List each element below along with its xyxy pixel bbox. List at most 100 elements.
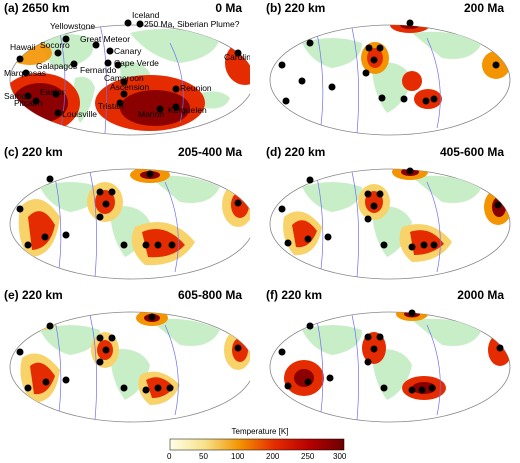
- label-siberian-plume: 250 Ma, Siberian Plume?: [144, 19, 240, 29]
- hotspot-marker: [298, 77, 306, 85]
- anomaly-africa-core: [120, 90, 190, 126]
- panel-title: (b) 220 km: [266, 1, 326, 15]
- hotspot-marker: [408, 243, 416, 251]
- label-ascension: Ascension: [110, 82, 149, 92]
- hotspot-marker: [146, 170, 154, 178]
- panel-age: 2000 Ma: [457, 288, 504, 302]
- hotspot-marker: [418, 386, 426, 394]
- panel-age: 405-600 Ma: [439, 145, 504, 159]
- map-panel-e: [9, 311, 250, 423]
- plate-boundary: [316, 32, 324, 134]
- hotspot-marker: [376, 333, 384, 341]
- hotspot-marker: [306, 39, 314, 47]
- label-samoa: Samoa: [4, 91, 31, 101]
- hotspot-marker: [24, 241, 32, 249]
- colorbar: [169, 438, 345, 451]
- panel-age: 605-800 Ma: [177, 288, 242, 302]
- hotspot-marker: [96, 334, 104, 342]
- plate-boundary: [99, 25, 108, 134]
- panel-b: (b) 220 km 200 Ma: [262, 1, 512, 138]
- continent: [150, 175, 220, 203]
- hotspot-marker: [120, 90, 128, 98]
- colorbar-tick: 300: [333, 452, 347, 461]
- plate-boundary: [54, 176, 62, 278]
- hotspot-marker: [278, 205, 286, 213]
- hotspot-marker: [16, 55, 24, 63]
- label-cameroon: Cameroon: [104, 73, 144, 83]
- hotspot-marker: [380, 384, 388, 392]
- hotspot-marker: [22, 69, 30, 77]
- hotspot-marker: [428, 384, 436, 392]
- label-fernando: Fernando: [80, 65, 117, 75]
- hotspot-marker: [378, 94, 386, 102]
- hotspot-marker: [106, 47, 114, 55]
- hotspot-marker: [54, 49, 62, 57]
- panel-age: 205-400 Ma: [177, 145, 242, 159]
- hotspot-marker: [154, 384, 162, 392]
- hotspot-marker: [114, 61, 122, 69]
- hotspot-marker: [284, 239, 292, 247]
- hotspot-marker: [24, 92, 32, 100]
- plate-boundary: [351, 171, 360, 278]
- hotspot-marker: [376, 190, 384, 198]
- colorbar-tick: 250: [301, 452, 315, 461]
- hotspot-marker: [70, 60, 78, 68]
- continent: [412, 318, 482, 346]
- hotspot-marker: [364, 190, 372, 198]
- hotspot-marker: [364, 215, 372, 223]
- panel-d: (d) 220 km 405-600 Ma: [262, 145, 512, 282]
- label-easter: Easter: [40, 87, 65, 97]
- panel-title: (f) 220 km: [266, 288, 323, 302]
- plate-boundary: [316, 319, 324, 421]
- hotspot-markers: [16, 170, 242, 249]
- continent: [150, 318, 220, 346]
- hotspot-marker: [365, 44, 373, 52]
- hotspot-marker: [172, 103, 180, 111]
- anomaly-core: [294, 369, 314, 387]
- continent: [40, 325, 100, 355]
- label-reunion: Reunion: [180, 83, 212, 93]
- panel-a: Iceland Yellowstone 250 Ma, Siberian Plu…: [0, 1, 250, 138]
- hotspot-marker: [24, 384, 32, 392]
- hotspot-marker: [54, 109, 62, 117]
- hotspot-marker: [42, 378, 50, 386]
- continent-north-america: [40, 34, 94, 68]
- hotspot-marker: [92, 41, 100, 49]
- hotspot-markers: [16, 19, 242, 117]
- map-panel-a: Iceland Yellowstone 250 Ma, Siberian Plu…: [4, 10, 250, 136]
- colorbar-title: Temperature [K]: [231, 427, 289, 436]
- hotspot-marker: [124, 19, 132, 27]
- hotspot-marker: [370, 56, 378, 64]
- hotspot-marker: [102, 200, 110, 208]
- continent-australia: [200, 91, 230, 109]
- hotspot-marker: [168, 241, 176, 249]
- hotspot-marker: [96, 188, 104, 196]
- label-louisville: Louisville: [62, 109, 97, 119]
- hotspot-marker: [62, 376, 70, 384]
- label-canary: Canary: [114, 46, 142, 56]
- hotspot-marker: [156, 105, 164, 113]
- hotspot-marker: [328, 83, 336, 91]
- continent: [302, 182, 362, 212]
- panel-e: (e) 220 km 605-800 Ma: [0, 288, 250, 425]
- hotspot-marker: [282, 97, 290, 105]
- hotspot-marker: [278, 61, 286, 69]
- plate-boundary: [89, 314, 98, 421]
- anomaly: [28, 211, 55, 250]
- anomaly: [142, 228, 185, 258]
- hotspot-marker: [172, 85, 180, 93]
- anomaly: [390, 25, 430, 33]
- plate-boundary: [316, 176, 324, 278]
- anomaly: [410, 230, 444, 255]
- label-tristan: Tristan: [98, 101, 124, 111]
- hotspot-marker: [406, 167, 414, 175]
- hotspot-marker: [116, 99, 124, 107]
- anomaly: [402, 71, 422, 91]
- hotspot-marker: [376, 44, 384, 52]
- continent: [412, 175, 482, 203]
- continent: [302, 38, 362, 68]
- label-pitcairn: Pitcairn: [14, 98, 43, 108]
- label-hawaii: Hawaii: [10, 42, 36, 52]
- hotspot-marker: [364, 358, 372, 366]
- hotspot-marker: [46, 322, 54, 330]
